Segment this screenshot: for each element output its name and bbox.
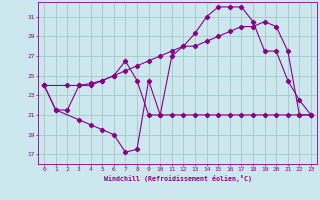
X-axis label: Windchill (Refroidissement éolien,°C): Windchill (Refroidissement éolien,°C)	[104, 175, 252, 182]
